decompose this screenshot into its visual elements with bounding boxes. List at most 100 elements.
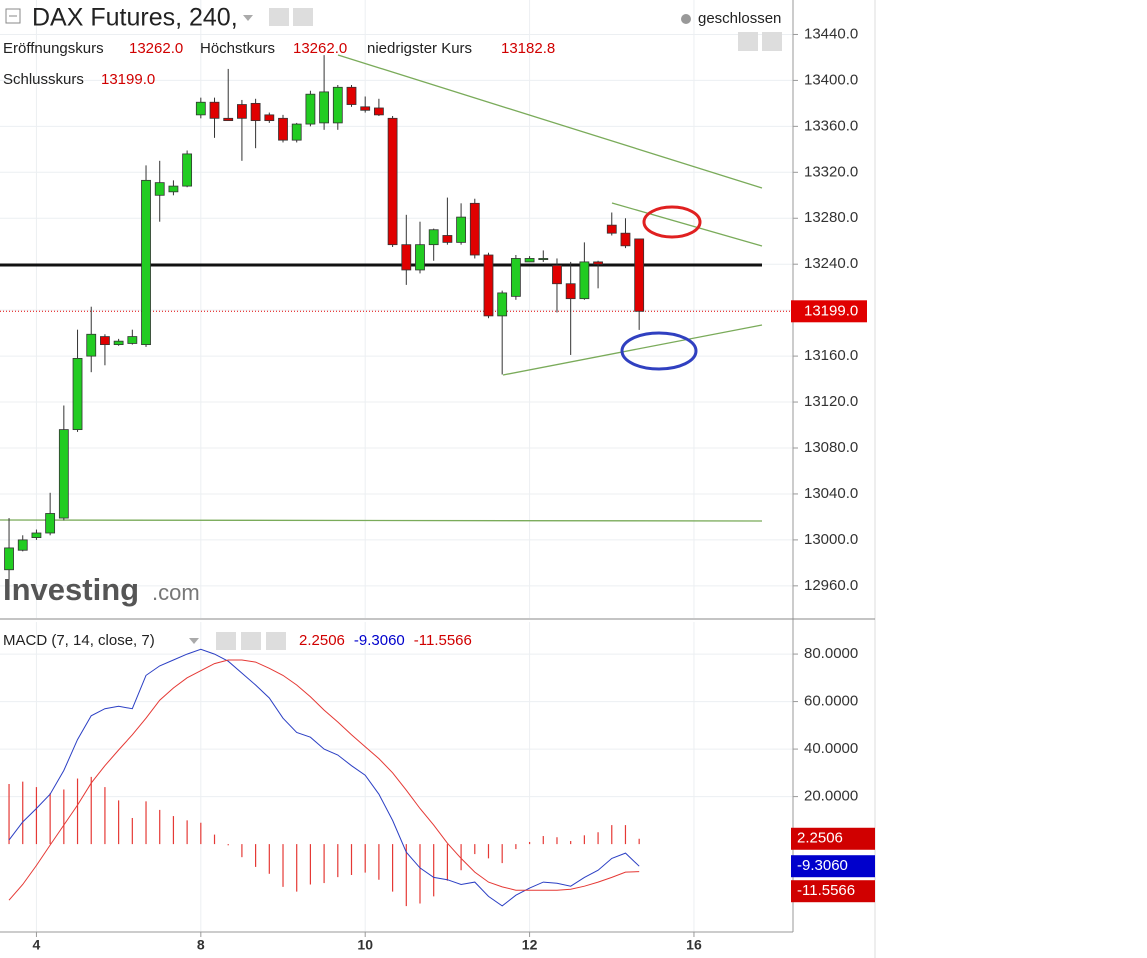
legend-name: niedrigster Kurs [367,40,472,57]
candle-body [593,261,603,265]
candle-body [469,202,480,256]
candle-body [237,104,247,119]
watermark-suffix: .com [152,580,200,605]
last-price-label: 13199.0 [804,302,858,319]
legend-name: Eröffnungskurs [3,40,104,57]
candle-body [415,244,425,271]
candle-body [250,102,261,122]
legend-name: Schlusskurs [3,71,84,88]
y-tick-label: 20.0000 [804,788,858,805]
candle-body [195,101,206,116]
candle-body [524,258,535,263]
eye-icon[interactable] [269,8,289,26]
y-tick-label: 80.0000 [804,645,858,662]
status: geschlossen [698,10,781,27]
scroll-down-button[interactable] [738,32,758,51]
trend-line [337,54,763,189]
legend-value: 13262.0 [293,40,347,57]
candle-body [17,539,28,551]
x-tick-label: 4 [33,937,41,953]
candle-body [141,179,151,346]
y-tick-label: 13360.0 [804,117,858,134]
trend-line [611,202,763,247]
y-tick-label: 13120.0 [804,393,858,410]
highlight-ellipse [620,331,698,371]
value-box-label: -11.5566 [797,882,855,899]
candle-body [510,258,521,297]
grid [0,0,793,932]
candle-body [620,232,631,247]
value-box [791,827,875,850]
last-price-box [791,300,867,323]
y-tick-label: 13400.0 [804,71,858,88]
value-box [791,855,875,878]
indicator-line [8,648,640,907]
settings-icon[interactable] [293,8,313,26]
value-box-label: -9.3060 [797,857,848,874]
legend-value: 13262.0 [129,40,183,57]
candle-body [209,101,220,119]
y-tick-label: 13000.0 [804,531,858,548]
x-tick-label: 10 [357,937,373,953]
indicator-value: -9.3060 [354,632,405,649]
y-tick-label: 13240.0 [804,255,858,272]
candle-body [456,216,466,243]
status-dot [681,14,691,24]
y-tick-label: 40.0000 [804,740,858,757]
candle-body [387,117,398,246]
candle-body [72,357,83,431]
y-tick-label: 13080.0 [804,439,858,456]
x-tick-label: 8 [197,937,205,953]
x-tick-label: 16 [686,937,702,953]
candle-body [113,340,124,346]
candle-body [497,292,508,317]
candle-body [4,547,14,571]
legend-name: Höchstkurs [200,40,275,57]
candle-body [373,107,384,116]
y-tick-label: 60.0000 [804,693,858,710]
x-tick-label: 12 [522,937,538,953]
dropdown-icon[interactable] [243,15,253,21]
candle-body [360,106,371,111]
candle-body [579,261,590,300]
candle-body [401,244,412,271]
candle-body [606,224,617,234]
eye-icon[interactable] [216,632,236,650]
scroll-up-button[interactable] [762,32,782,51]
watermark: Investing [3,572,139,607]
candle-body [58,429,69,519]
candle-body [264,114,275,122]
settings-icon[interactable] [241,632,261,650]
chart-title: DAX Futures, 240, [32,4,238,32]
candle-body [100,336,110,346]
indicator-value: -11.5566 [414,632,472,649]
candle-body [634,238,645,312]
dropdown-icon[interactable] [189,638,199,644]
candle-body [565,283,576,300]
candle-body [154,182,165,196]
candle-body [428,229,439,246]
candle-body [483,254,494,317]
candle-body [278,117,288,141]
candle-body [319,91,330,124]
close-icon[interactable] [266,632,286,650]
value-box-label: 2.2506 [797,830,843,847]
highlight-ellipse [642,205,702,239]
legend-value: 13182.8 [501,40,555,57]
candle-body [332,86,343,124]
candle-body [291,123,302,141]
trend-line [502,324,763,376]
indicator-title: MACD (7, 14, close, 7) [3,632,155,649]
candle-body [31,532,42,538]
candle-body [182,153,193,187]
candle-body [538,258,549,261]
candle-body [45,513,56,534]
candle-body [442,235,453,243]
y-tick-label: 13440.0 [804,25,858,42]
candle-body [168,185,179,193]
candle-body [223,117,234,122]
y-tick-label: 12960.0 [804,577,858,594]
marks [4,55,645,907]
indicator-value: 2.2506 [299,632,345,649]
